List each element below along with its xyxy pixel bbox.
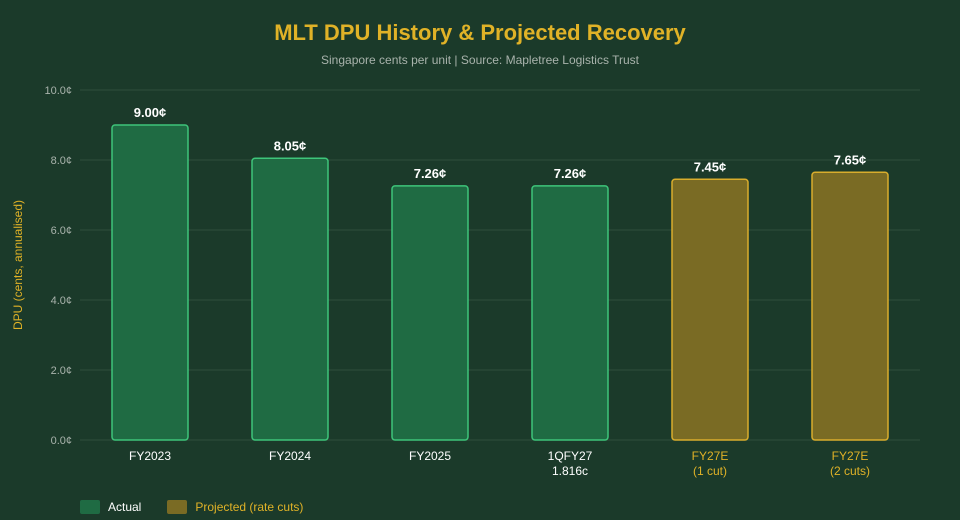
legend-label-actual: Actual <box>108 500 142 514</box>
x-tick-label: FY27E <box>832 449 869 463</box>
y-tick-label: 8.0¢ <box>51 155 72 167</box>
bar-value-label: 7.65¢ <box>834 152 867 167</box>
x-tick-label: 1.816c <box>552 464 588 478</box>
chart-title: MLT DPU History & Projected Recovery <box>274 20 686 45</box>
bar-value-label: 7.26¢ <box>414 166 447 181</box>
bar-value-label: 7.26¢ <box>554 166 587 181</box>
x-tick-label: 1QFY27 <box>548 449 593 463</box>
legend-swatch-projected <box>167 500 188 514</box>
x-tick-label: FY2025 <box>409 449 451 463</box>
x-tick-label: (2 cuts) <box>830 464 870 478</box>
x-tick-label: FY2023 <box>129 449 171 463</box>
bar-actual <box>111 124 189 441</box>
chart-subtitle: Singapore cents per unit | Source: Maple… <box>321 53 639 67</box>
bar-actual <box>531 185 609 441</box>
y-tick-label: 6.0¢ <box>51 225 72 237</box>
bar-actual <box>251 157 329 441</box>
legend-item-projected[interactable]: Projected (rate cuts) <box>167 500 303 514</box>
bar-value-label: 9.00¢ <box>134 105 167 120</box>
bar-projected <box>811 171 889 441</box>
bar-chart: 0.0¢ 2.0¢ 4.0¢ 6.0¢ 8.0¢ 10.0¢ 9.00¢ FY2023 8.05… <box>44 85 920 478</box>
bar-actual <box>391 185 469 441</box>
legend-label-projected: Projected (rate cuts) <box>195 500 304 514</box>
x-tick-label: FY27E <box>692 449 729 463</box>
legend: Actual Projected (rate cuts) <box>80 500 303 514</box>
legend-swatch-actual <box>80 500 100 514</box>
y-tick-label: 0.0¢ <box>51 435 72 447</box>
bar-value-label: 7.45¢ <box>694 159 727 174</box>
bar-projected <box>671 178 749 441</box>
y-tick-label: 4.0¢ <box>51 295 72 307</box>
legend-item-actual[interactable]: Actual <box>80 500 141 514</box>
y-tick-label: 10.0¢ <box>44 85 72 97</box>
y-tick-label: 2.0¢ <box>51 365 72 377</box>
x-tick-label: (1 cut) <box>693 464 727 478</box>
x-tick-label: FY2024 <box>269 449 311 463</box>
bar-value-label: 8.05¢ <box>274 138 307 153</box>
